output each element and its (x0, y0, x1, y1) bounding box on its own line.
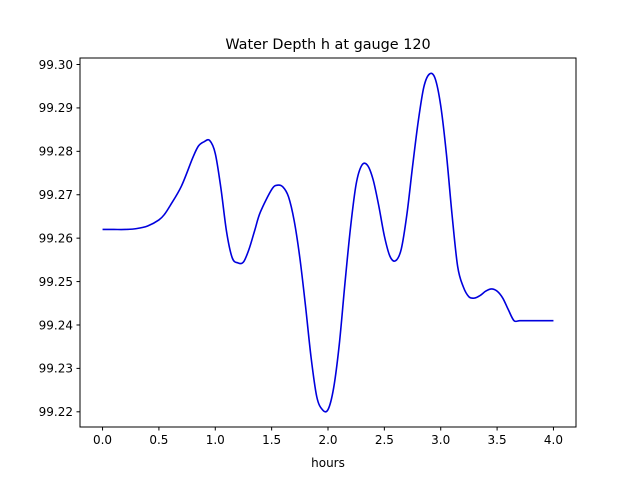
x-tick-label: 2.5 (375, 433, 394, 447)
x-tick-label: 3.5 (488, 433, 507, 447)
plot-series (102, 72, 554, 413)
y-tick-label: 99.24 (39, 318, 73, 332)
x-tick-label: 4.0 (544, 433, 563, 447)
x-tick-label: 2.0 (318, 433, 337, 447)
x-axis-label: hours (311, 456, 345, 470)
y-tick-label: 99.30 (39, 58, 73, 72)
y-axis-ticks: 99.22 99.23 99.24 99.25 99.26 99.27 99.28 99.29… (39, 58, 80, 419)
y-tick-label: 99.26 (39, 231, 73, 245)
x-axis-ticks: 0.0 0.5 1.0 1.5 2.0 2.5 3.0 3.5 4.0 (93, 427, 563, 447)
y-tick-label: 99.23 (39, 362, 73, 376)
series-line-0 (102, 72, 554, 413)
y-tick-label: 99.27 (39, 188, 73, 202)
x-tick-label: 3.0 (431, 433, 450, 447)
x-tick-label: 0.5 (149, 433, 168, 447)
x-tick-label: 0.0 (93, 433, 112, 447)
y-tick-label: 99.22 (39, 405, 73, 419)
y-tick-label: 99.25 (39, 275, 73, 289)
y-tick-label: 99.28 (39, 145, 73, 159)
x-tick-label: 1.0 (206, 433, 225, 447)
plot-frame (79, 57, 577, 428)
chart-title: Water Depth h at gauge 120 (225, 37, 430, 53)
x-tick-label: 1.5 (262, 433, 281, 447)
y-tick-label: 99.29 (39, 101, 73, 115)
